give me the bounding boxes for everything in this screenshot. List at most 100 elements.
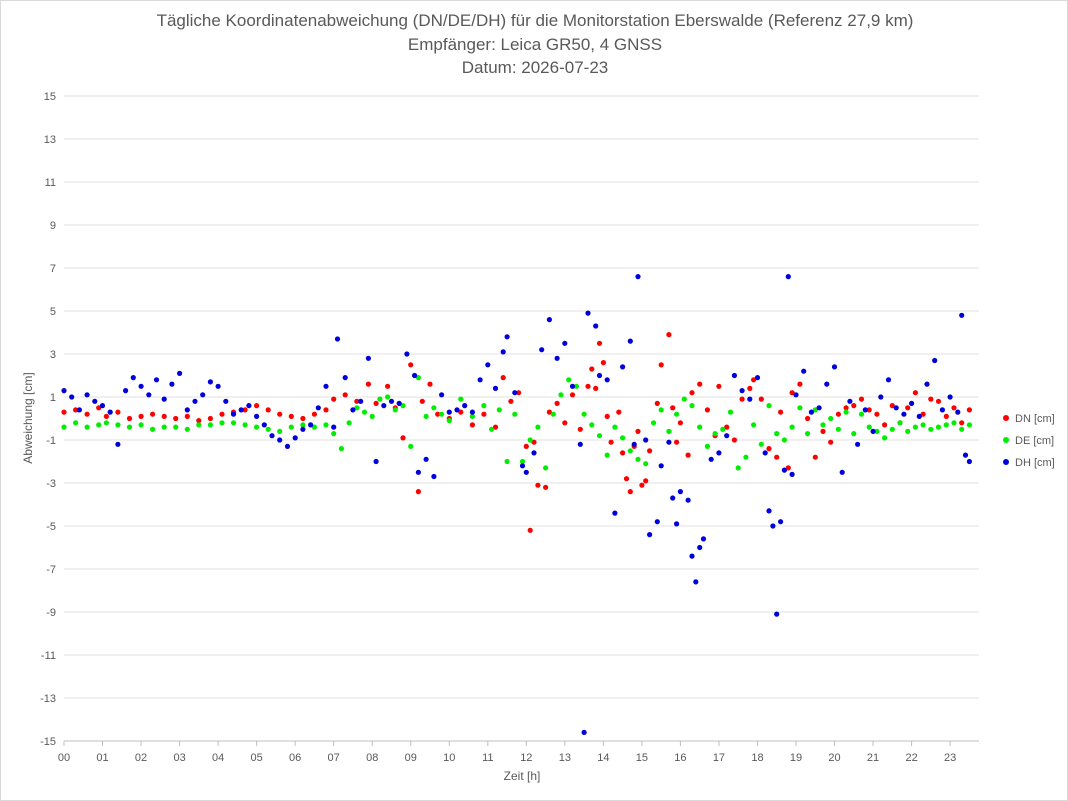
data-point [103, 413, 109, 419]
data-point [928, 396, 934, 402]
data-point [789, 424, 795, 430]
data-point [920, 422, 926, 428]
data-point [774, 454, 780, 460]
data-point [365, 355, 371, 361]
data-point [161, 396, 167, 402]
data-point [115, 422, 121, 428]
data-point [704, 407, 711, 413]
data-point [932, 357, 938, 364]
data-point [388, 398, 395, 404]
axes [63, 740, 979, 746]
data-point [631, 441, 637, 447]
data-point [323, 407, 329, 413]
data-point [808, 409, 815, 415]
x-tick-label: 21 [867, 752, 879, 764]
data-point [947, 394, 953, 400]
data-point [254, 424, 260, 430]
data-point [138, 413, 144, 419]
data-point [612, 424, 618, 430]
data-point [604, 377, 610, 383]
data-point [959, 420, 965, 426]
data-point [959, 312, 965, 318]
y-tick-label: -3 [46, 478, 56, 490]
data-point [720, 426, 726, 432]
legend: DN [cm] DE [cm] DH [cm] [1003, 413, 1055, 469]
data-point [627, 489, 633, 495]
data-point [99, 403, 106, 409]
data-point [766, 403, 772, 409]
data-point [458, 409, 464, 415]
data-point [577, 441, 583, 447]
data-point [562, 420, 568, 426]
data-point [485, 362, 491, 368]
data-point [408, 443, 414, 449]
data-point [666, 439, 672, 445]
data-point [61, 388, 67, 394]
x-tick-label: 03 [173, 752, 185, 764]
data-point [658, 362, 664, 368]
data-point [566, 377, 572, 383]
data-point [600, 360, 607, 366]
data-point [242, 407, 248, 413]
data-point [331, 424, 337, 430]
data-point [766, 508, 772, 514]
data-point [912, 424, 919, 430]
data-point [778, 409, 784, 415]
data-point [785, 274, 791, 280]
data-point [928, 426, 934, 432]
data-point [207, 422, 213, 428]
y-tick-labels: 15 13 11 9 7 5 3 1 -1 -3 -5 -7 -9 -11 -13 -15 [40, 91, 56, 748]
data-point [512, 390, 518, 396]
data-point [658, 407, 664, 413]
data-point [820, 422, 826, 428]
data-point [751, 422, 757, 428]
chart-title: Tägliche Koordinatenabweichung (DN/DE/DH… [156, 11, 914, 30]
data-point [242, 422, 248, 428]
data-point [781, 467, 788, 473]
data-point [959, 426, 965, 432]
data-point [608, 439, 614, 445]
data-point [481, 411, 487, 417]
data-point [292, 435, 298, 441]
y-tick-label: 7 [50, 263, 56, 275]
data-point [593, 323, 599, 329]
data-point [812, 454, 818, 460]
x-tick-label: 17 [713, 752, 725, 764]
y-tick-label: -1 [46, 435, 56, 447]
data-point [300, 426, 306, 432]
data-point [150, 411, 156, 417]
data-point [697, 424, 703, 430]
data-point [358, 398, 364, 404]
data-point [215, 383, 221, 389]
data-point [697, 544, 703, 551]
data-point [61, 424, 67, 430]
data-point [338, 446, 344, 452]
data-point [373, 400, 379, 406]
series-0 [61, 332, 973, 533]
y-tick-label: 1 [50, 392, 56, 404]
data-point [323, 422, 329, 428]
y-tick-label: 5 [50, 306, 56, 318]
data-point [546, 409, 553, 415]
data-point [431, 473, 437, 480]
data-point [905, 428, 911, 434]
data-point [627, 338, 633, 344]
data-point [658, 463, 664, 469]
data-point [288, 424, 294, 430]
data-point [492, 385, 499, 391]
data-point [666, 332, 672, 338]
data-point [454, 407, 460, 413]
data-point [169, 381, 175, 387]
data-point [739, 396, 745, 402]
data-point [531, 450, 537, 456]
data-point [512, 411, 518, 417]
data-point [962, 452, 969, 458]
x-tick-label: 00 [58, 752, 70, 764]
data-point [254, 413, 260, 419]
data-point [747, 396, 753, 402]
data-point [107, 409, 113, 415]
data-point [774, 431, 780, 437]
y-tick-label: 13 [44, 134, 56, 146]
data-point [882, 435, 888, 441]
data-point [385, 383, 391, 389]
